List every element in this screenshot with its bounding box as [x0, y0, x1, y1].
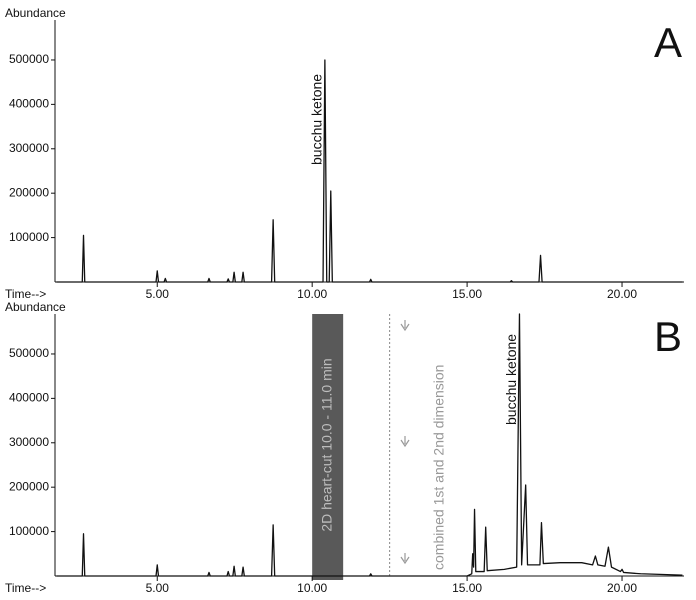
y-tick-label: 500000 [9, 346, 49, 360]
chromatogram-line [56, 313, 683, 577]
y-tick-label: 300000 [9, 141, 49, 155]
y-axis-title: Abundance [5, 300, 66, 314]
x-tick-label: 20.00 [607, 287, 637, 301]
y-tick-label: 200000 [9, 185, 49, 199]
x-tick-label: 5.00 [146, 287, 170, 301]
x-tick-label: 5.00 [146, 581, 170, 595]
x-tick-label: 10.00 [297, 581, 327, 595]
panel-label: B [654, 313, 682, 360]
panel-label: A [654, 19, 682, 66]
x-tick-label: 15.00 [452, 287, 482, 301]
x-tick-label: 10.00 [297, 287, 327, 301]
y-tick-label: 500000 [9, 52, 49, 66]
arrow [400, 553, 410, 565]
y-axis-title: Abundance [5, 6, 66, 20]
annotation: combined 1st and 2nd dimension [431, 365, 447, 570]
x-axis-title: Time--> [5, 287, 46, 301]
y-tick-label: 100000 [9, 230, 49, 244]
x-tick-label: 15.00 [452, 581, 482, 595]
x-axis-title: Time--> [5, 581, 46, 595]
y-tick-label: 400000 [9, 97, 49, 111]
y-tick-label: 400000 [9, 391, 49, 405]
annotation: bucchu ketone [309, 74, 325, 165]
heart-cut-band [312, 314, 344, 580]
arrow [400, 320, 410, 332]
y-tick-label: 300000 [9, 435, 49, 449]
y-tick-label: 200000 [9, 479, 49, 493]
heart-cut-label: 2D heart-cut 10.0 - 11.0 min [318, 358, 334, 531]
chromatogram-line [56, 59, 683, 283]
arrows [400, 320, 410, 565]
annotation: bucchu ketone [503, 334, 519, 425]
x-tick-label: 20.00 [607, 581, 637, 595]
y-tick-label: 100000 [9, 524, 49, 538]
arrow [400, 436, 410, 448]
